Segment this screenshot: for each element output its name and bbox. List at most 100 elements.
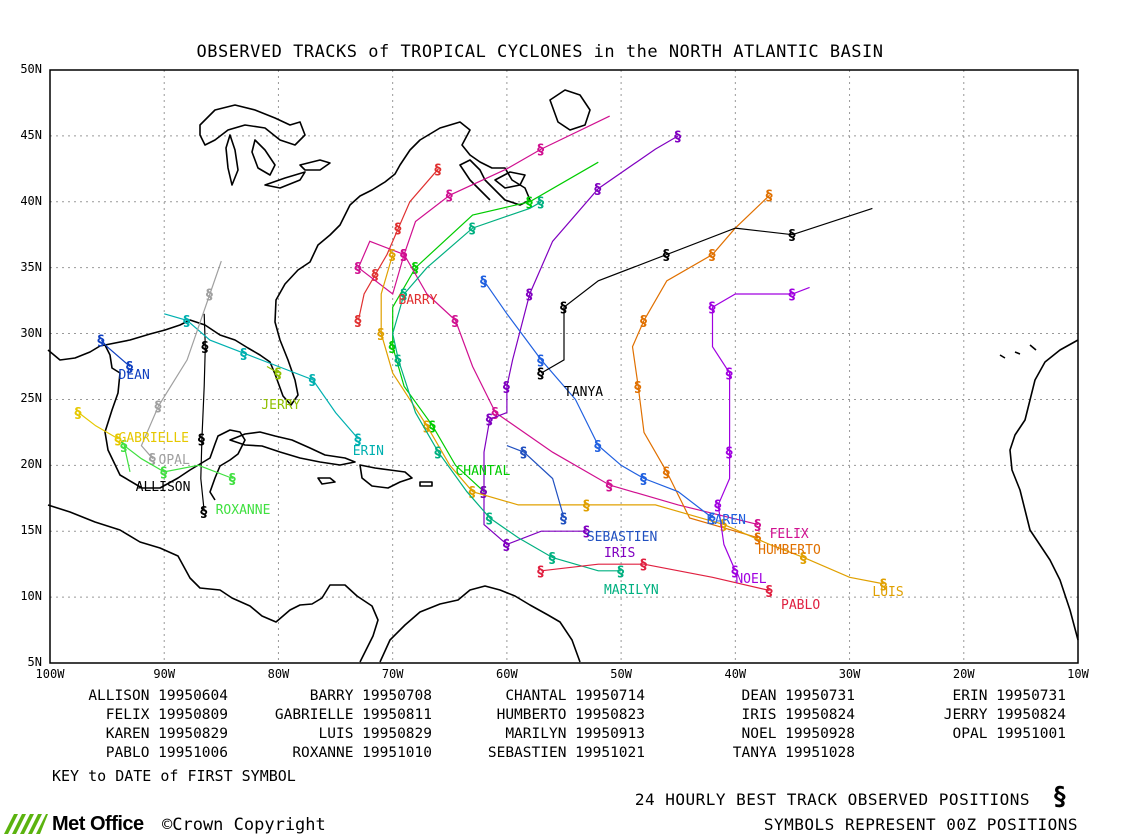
cyclone-position-icon: §: [446, 188, 453, 204]
cyclone-position-icon: §: [160, 465, 167, 481]
key-entry: BARRY 19950708: [309, 688, 432, 704]
cyclone-position-icon: §: [800, 551, 807, 567]
cyclone-position-icon: §: [617, 564, 624, 580]
track-line: [140, 260, 222, 460]
cyclone-position-icon: §: [503, 379, 510, 395]
cyclone-position-icon: §: [394, 353, 401, 369]
track-line: [631, 194, 771, 539]
cyclone-position-icon: §: [394, 221, 401, 237]
cyclone-position-icon: §: [640, 472, 647, 488]
storm-label-jerry: JERRY: [261, 398, 301, 414]
cyclone-position-icon: §: [389, 340, 396, 356]
cyclone-position-icon: §: [537, 195, 544, 211]
latitude-label: 50N: [20, 62, 42, 76]
cyclone-position-icon: §: [503, 537, 510, 553]
storm-track-barry: §§§§: [354, 162, 441, 330]
cyclone-position-icon: §: [731, 564, 738, 580]
cyclone-position-icon: §: [714, 498, 721, 514]
cyclone-position-icon: §: [354, 432, 361, 448]
storm-track-opal: § § §: [140, 260, 222, 468]
cyclone-position-icon: §: [97, 333, 104, 349]
cyclone-position-icon: §: [200, 504, 207, 520]
longitude-label: 40W: [724, 667, 747, 681]
cyclone-position-icon: §: [663, 247, 670, 263]
storm-track-tanya: § § § §: [537, 207, 873, 382]
puerto-rico: [419, 481, 433, 487]
cyclone-position-icon: §: [674, 129, 681, 145]
cyclone-position-icon: §: [198, 432, 205, 448]
south-america-coast: [379, 585, 581, 663]
latitude-label: 35N: [20, 259, 42, 274]
cyclone-position-icon: §: [429, 419, 436, 435]
track-line: [100, 339, 131, 367]
cyclone-position-icon: §: [708, 247, 715, 263]
cyclone-position-icon: §: [229, 472, 236, 488]
storm-label-dean: DEAN: [118, 367, 150, 383]
key-note: KEY to DATE of FIRST SYMBOL: [52, 767, 296, 785]
longitude-label: 30W: [838, 667, 861, 681]
cyclone-position-icon: §: [788, 287, 795, 303]
track-line: [483, 135, 679, 546]
storm-label-noel: NOEL: [735, 571, 767, 587]
lake-michigan: [225, 134, 239, 186]
cyclone-position-icon: §: [537, 564, 544, 580]
storm-track-chantal: §§§§§: [389, 161, 599, 501]
storm-track-felix: §§§§§§§§§: [354, 115, 761, 534]
latitude-label: 45N: [20, 127, 42, 142]
storm-tracks: §§§§§§§§§§§§§§§§§§§§§§§§§§§§§§§§§§§§§§§§…: [75, 115, 887, 600]
cyclone-position-icon: §: [480, 274, 487, 290]
storm-track-pablo: § § §: [537, 557, 772, 599]
cyclone-position-icon: §: [372, 267, 379, 283]
great-lakes: [199, 104, 306, 146]
key-entry: DEAN 19950731: [741, 688, 856, 704]
storm-track-roxanne: §§§: [120, 439, 236, 488]
cyclone-symbol-icon: §: [1052, 782, 1068, 812]
cyclone-position-icon: §: [708, 300, 715, 316]
storm-track-gabrielle: §§: [75, 406, 122, 448]
cyclone-position-icon: §: [389, 247, 396, 263]
cyclone-position-icon: §: [720, 518, 727, 534]
key-entry: LUIS 19950829: [318, 726, 433, 742]
cyclone-position-icon: §: [726, 445, 733, 461]
cyclone-position-icon: §: [149, 452, 156, 468]
longitude-label: 50W: [610, 667, 632, 681]
cyclone-position-icon: §: [469, 485, 476, 501]
cyclone-position-icon: §: [412, 261, 419, 277]
storm-label-karen: KAREN: [706, 512, 746, 528]
key-entry: KAREN 19950829: [105, 726, 228, 742]
cyclone-position-icon: §: [766, 188, 773, 204]
cyclone-position-icon: §: [469, 221, 476, 237]
met-office-logo: Met Office: [2, 810, 144, 838]
cyclone-position-icon: §: [400, 287, 407, 303]
hispaniola: [359, 464, 413, 489]
cyclone-position-icon: §: [583, 524, 590, 540]
cyclone-position-icon: §: [434, 162, 441, 178]
cyclone-position-icon: §: [354, 313, 361, 329]
storm-label-marilyn: MARILYN: [603, 582, 659, 598]
key-entry: IRIS 19950824: [741, 707, 856, 723]
longitude-label: 80W: [267, 667, 290, 681]
cyclone-position-icon: §: [377, 327, 384, 343]
cyclone-position-icon: §: [537, 353, 544, 369]
track-line: [200, 313, 206, 512]
longitude-label: 10W: [1067, 667, 1089, 681]
track-line: [541, 563, 770, 592]
storm-track-noel: § § § § § §: [708, 286, 810, 580]
cyclone-position-icon: §: [549, 551, 556, 567]
cyclone-position-icon: §: [400, 247, 407, 263]
track-line: [123, 444, 234, 480]
storm-track-marilyn: §§§§§§§§: [392, 195, 624, 580]
cyclone-position-icon: §: [634, 379, 641, 395]
north-america-coast: [47, 504, 379, 663]
storm-label-barry: BARRY: [398, 292, 438, 308]
latitude-label: 5N: [27, 655, 42, 669]
cyclone-position-icon: §: [766, 584, 773, 600]
footer-line-2: SYMBOLS REPRESENT 00Z POSITIONS: [763, 815, 1078, 834]
longitude-label: 90W: [153, 667, 176, 681]
track-line: [78, 412, 119, 440]
cyclone-position-icon: §: [354, 261, 361, 277]
cyclone-position-icon: §: [115, 432, 122, 448]
key-entry: ALLISON 19950604: [88, 688, 228, 704]
storm-track-sebastien: §§: [506, 445, 567, 527]
cyclone-position-icon: §: [560, 511, 567, 527]
